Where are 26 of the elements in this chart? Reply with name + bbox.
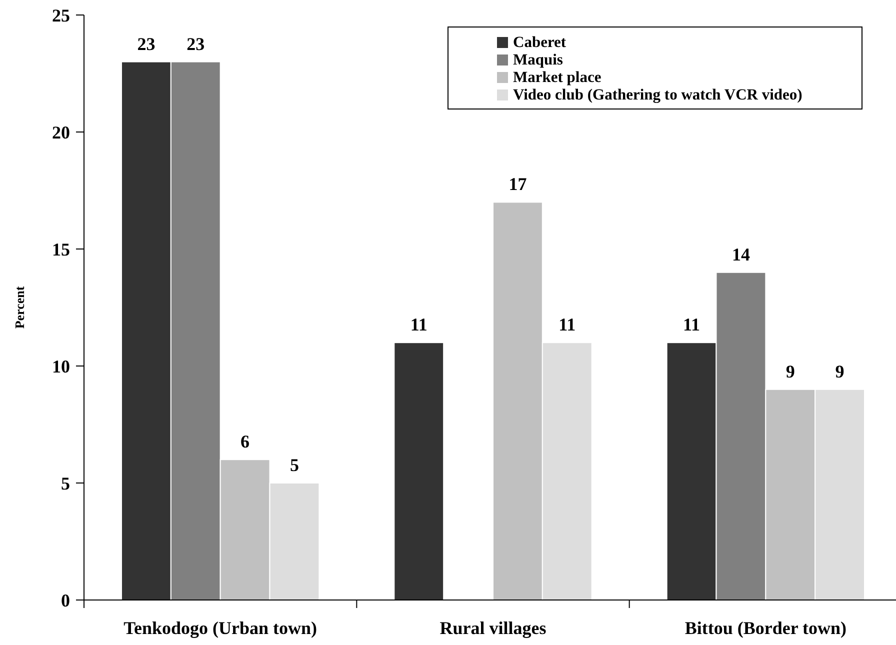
data-label: 23	[137, 34, 156, 54]
bar	[394, 342, 444, 600]
legend-label: Caberet	[513, 34, 567, 51]
data-label: 23	[186, 34, 205, 54]
legend-label: Market place	[513, 69, 602, 86]
legend-label: Video club (Gathering to watch VCR video)	[513, 86, 802, 104]
x-tick-label: Tenkodogo (Urban town)	[124, 618, 318, 638]
data-label: 17	[508, 174, 527, 194]
data-label: 11	[410, 314, 428, 335]
data-label: 11	[558, 314, 576, 335]
y-tick-label: 20	[52, 122, 70, 142]
data-label: 11	[683, 314, 700, 335]
x-tick-label: Rural villages	[440, 618, 546, 638]
y-axis-title: Percent	[12, 286, 27, 329]
x-tick-label: Bittou (Border town)	[684, 618, 847, 638]
y-tick-label: 15	[52, 239, 70, 260]
y-tick-label: 10	[52, 356, 70, 376]
data-label: 9	[786, 361, 795, 382]
data-label: 9	[835, 361, 844, 382]
y-tick-label: 5	[61, 473, 70, 494]
y-tick-label: 0	[61, 590, 70, 610]
data-label: 14	[732, 244, 750, 264]
data-label: 5	[290, 455, 299, 475]
data-label: 6	[240, 432, 250, 452]
legend-label: Maquis	[513, 52, 563, 68]
y-tick-label: 25	[52, 5, 70, 26]
